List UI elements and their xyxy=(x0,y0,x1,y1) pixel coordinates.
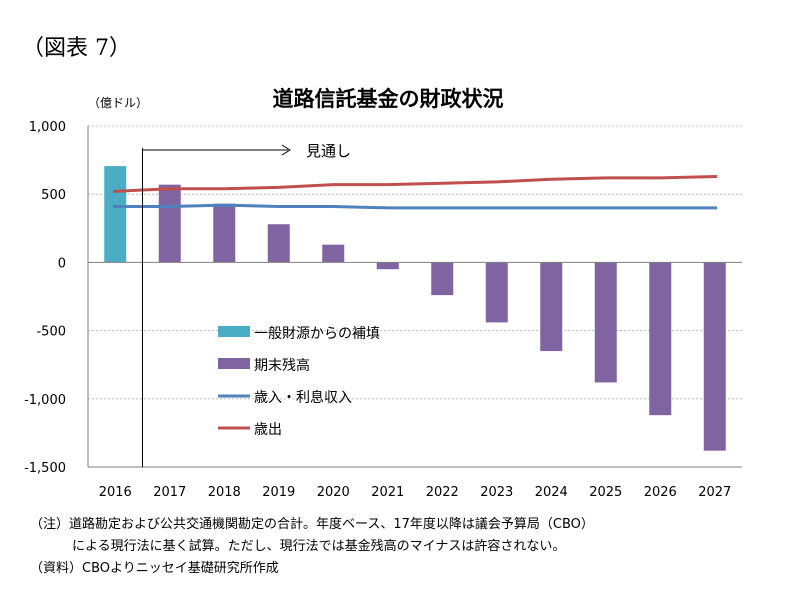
legend-label: 一般財源からの補填 xyxy=(254,326,380,342)
x-tick-label: 2020 xyxy=(317,485,350,500)
forecast-arrow-head xyxy=(281,144,291,156)
x-tick-label: 2027 xyxy=(698,485,731,500)
x-tick-label: 2021 xyxy=(371,485,404,500)
legend-entry: 歳出 xyxy=(218,422,282,438)
figure-label: （図表 7） xyxy=(22,36,131,61)
legend-label: 歳出 xyxy=(254,422,282,438)
y-tick-label: -500 xyxy=(36,325,66,340)
unit-label: （億ドル） xyxy=(88,96,148,110)
notes: （注）道路勘定および公共交通機関勘定の合計。年度ベース、17年度以降は議会予算局… xyxy=(30,514,594,580)
x-tick-label: 2019 xyxy=(262,485,295,500)
bar xyxy=(485,262,508,323)
chart: 道路信託基金の財政状況 （億ドル） 1,000 500 0 -500 -1,000 -1,… xyxy=(24,87,742,500)
series-line xyxy=(112,174,718,193)
legend-label: 歳入・利息収入 xyxy=(254,389,352,406)
legend-entry: 一般財源からの補填 xyxy=(218,326,380,342)
bar xyxy=(322,244,345,263)
legend-swatch xyxy=(218,358,250,369)
bar xyxy=(649,262,672,416)
bar xyxy=(540,262,563,352)
legend-swatch xyxy=(218,326,250,337)
x-tick-label: 2016 xyxy=(99,485,132,500)
bar xyxy=(267,224,290,263)
y-tick-label: 1,000 xyxy=(29,120,66,135)
x-tick-label: 2017 xyxy=(153,485,186,500)
source-line: （資料）CBOよりニッセイ基礎研究所作成 xyxy=(30,561,279,576)
note-line-1: （注）道路勘定および公共交通機関勘定の合計。年度ベース、17年度以降は議会予算局… xyxy=(30,517,594,532)
x-tick-label: 2022 xyxy=(426,485,459,500)
x-tick-label: 2025 xyxy=(589,485,622,500)
legend-label: 期末残高 xyxy=(254,357,310,374)
x-tick-label: 2024 xyxy=(535,485,568,500)
x-tick-label: 2023 xyxy=(480,485,513,500)
bar xyxy=(703,262,726,451)
legend-entry: 期末残高 xyxy=(218,357,310,374)
y-tick-label: 0 xyxy=(58,256,66,271)
bar xyxy=(104,166,127,263)
chart-title: 道路信託基金の財政状況 xyxy=(273,87,504,111)
bar xyxy=(431,262,454,296)
y-tick-label: -1,500 xyxy=(24,461,66,476)
bar xyxy=(376,262,399,270)
legend-entry: 歳入・利息収入 xyxy=(218,389,352,406)
y-tick-label: 500 xyxy=(41,188,66,203)
x-tick-label: 2026 xyxy=(644,485,677,500)
bar xyxy=(594,262,617,383)
series-line xyxy=(113,203,717,210)
bar xyxy=(213,203,236,263)
x-tick-label: 2018 xyxy=(208,485,241,500)
note-line-2: による現行法に基く試算。ただし、現行法では基金残高のマイナスは許容されない。 xyxy=(72,539,566,554)
y-tick-label: -1,000 xyxy=(24,393,66,408)
forecast-label: 見通し xyxy=(306,142,351,160)
bar xyxy=(158,184,181,263)
